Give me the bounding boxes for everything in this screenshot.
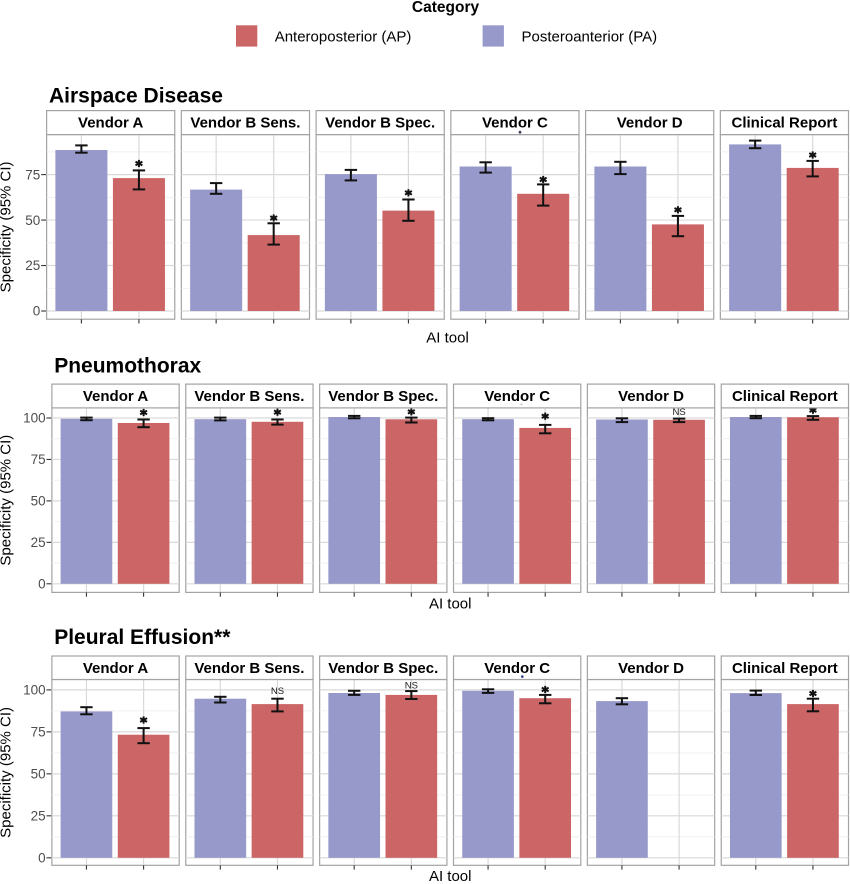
svg-text:AI tool: AI tool xyxy=(429,868,472,884)
svg-text:Vendor C: Vendor C xyxy=(482,115,548,132)
svg-text:100: 100 xyxy=(23,683,46,698)
svg-text:Specificity (95% CI): Specificity (95% CI) xyxy=(0,707,15,838)
svg-text:Vendor B Sens.: Vendor B Sens. xyxy=(194,388,304,405)
svg-text:50: 50 xyxy=(31,767,46,782)
svg-text:Vendor B Spec.: Vendor B Spec. xyxy=(328,660,438,677)
svg-text:Pneumothorax: Pneumothorax xyxy=(54,355,201,378)
svg-text:50: 50 xyxy=(25,213,40,228)
svg-text:Vendor C: Vendor C xyxy=(484,660,550,677)
svg-text:0: 0 xyxy=(38,577,46,592)
svg-text:25: 25 xyxy=(31,535,46,550)
svg-text:Vendor B Sens.: Vendor B Sens. xyxy=(190,115,300,132)
svg-text:Specificity (95% CI): Specificity (95% CI) xyxy=(0,435,15,566)
svg-text:Vendor D: Vendor D xyxy=(617,115,683,132)
svg-text:0: 0 xyxy=(33,304,41,319)
svg-text:Pleural Effusion**: Pleural Effusion** xyxy=(54,626,231,649)
svg-text:Vendor B Spec.: Vendor B Spec. xyxy=(325,115,435,132)
svg-text:AI tool: AI tool xyxy=(426,330,469,347)
svg-text:0: 0 xyxy=(38,851,46,866)
svg-text:25: 25 xyxy=(25,258,40,273)
svg-text:Vendor B Spec.: Vendor B Spec. xyxy=(328,388,438,405)
svg-text:Clinical Report: Clinical Report xyxy=(732,115,838,132)
svg-text:Vendor A: Vendor A xyxy=(78,115,143,132)
svg-text:Clinical Report: Clinical Report xyxy=(732,660,838,677)
svg-text:Clinical Report: Clinical Report xyxy=(732,388,838,405)
svg-text:Vendor A: Vendor A xyxy=(83,388,148,405)
svg-text:Vendor B Sens.: Vendor B Sens. xyxy=(194,660,304,677)
svg-text:75: 75 xyxy=(31,452,46,467)
svg-text:100: 100 xyxy=(23,411,46,426)
svg-text:Anteroposterior (AP): Anteroposterior (AP) xyxy=(275,29,412,46)
svg-text:NS: NS xyxy=(405,681,418,692)
svg-text:Vendor A: Vendor A xyxy=(83,660,148,677)
svg-text:Posteroanterior (PA): Posteroanterior (PA) xyxy=(522,29,658,46)
svg-text:75: 75 xyxy=(31,725,46,740)
svg-text:Category: Category xyxy=(412,0,480,16)
svg-text:NS: NS xyxy=(672,407,685,418)
svg-text:75: 75 xyxy=(25,167,40,182)
svg-text:AI tool: AI tool xyxy=(429,596,472,613)
svg-text:Specificity (95% CI): Specificity (95% CI) xyxy=(0,161,15,292)
svg-text:Vendor D: Vendor D xyxy=(618,660,684,677)
svg-text:Vendor C: Vendor C xyxy=(484,388,550,405)
svg-text:50: 50 xyxy=(31,494,46,509)
svg-text:Vendor D: Vendor D xyxy=(618,388,684,405)
svg-text:25: 25 xyxy=(31,809,46,824)
svg-text:Airspace Disease: Airspace Disease xyxy=(49,85,223,108)
svg-text:NS: NS xyxy=(271,686,284,697)
